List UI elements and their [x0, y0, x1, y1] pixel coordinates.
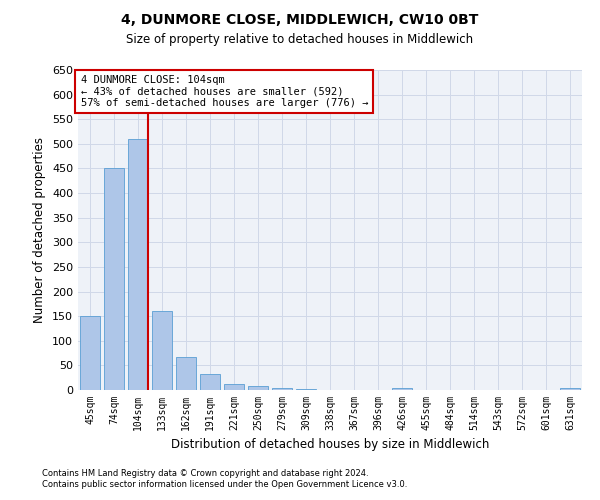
- Bar: [392, 388, 412, 390]
- Bar: [296, 389, 316, 390]
- Text: 4, DUNMORE CLOSE, MIDDLEWICH, CW10 0BT: 4, DUNMORE CLOSE, MIDDLEWICH, CW10 0BT: [121, 12, 479, 26]
- Bar: [152, 311, 172, 390]
- Bar: [224, 384, 244, 390]
- Bar: [560, 388, 580, 390]
- Bar: [200, 374, 220, 390]
- Text: 4 DUNMORE CLOSE: 104sqm
← 43% of detached houses are smaller (592)
57% of semi-d: 4 DUNMORE CLOSE: 104sqm ← 43% of detache…: [80, 75, 368, 108]
- Bar: [272, 388, 292, 390]
- Text: Contains public sector information licensed under the Open Government Licence v3: Contains public sector information licen…: [42, 480, 407, 489]
- Bar: [104, 168, 124, 390]
- Bar: [248, 386, 268, 390]
- Bar: [176, 356, 196, 390]
- Bar: [128, 139, 148, 390]
- Text: Size of property relative to detached houses in Middlewich: Size of property relative to detached ho…: [127, 32, 473, 46]
- Y-axis label: Number of detached properties: Number of detached properties: [34, 137, 46, 323]
- X-axis label: Distribution of detached houses by size in Middlewich: Distribution of detached houses by size …: [171, 438, 489, 452]
- Bar: [80, 316, 100, 390]
- Text: Contains HM Land Registry data © Crown copyright and database right 2024.: Contains HM Land Registry data © Crown c…: [42, 468, 368, 477]
